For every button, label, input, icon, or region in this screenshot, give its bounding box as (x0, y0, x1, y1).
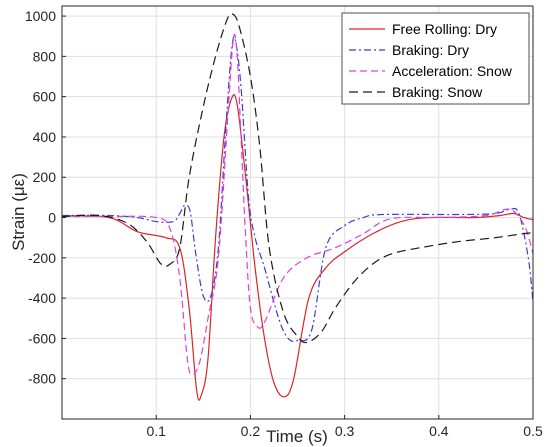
y-tick-label: -200 (28, 250, 56, 266)
legend-label-acceleration-snow: Acceleration: Snow (392, 63, 513, 79)
legend-label-braking-snow: Braking: Snow (392, 84, 483, 100)
plot-frame (61, 5, 534, 420)
series-line-braking-snow (62, 12, 533, 344)
y-tick-label: -600 (28, 330, 56, 346)
x-tick-label: 0.1 (146, 423, 166, 439)
series-line-acceleration-snow (62, 33, 533, 376)
y-tick-label: 200 (33, 169, 57, 185)
legend-box (341, 12, 530, 105)
x-axis-label: Time (s) (266, 427, 328, 446)
x-tick-label: 0.3 (335, 423, 355, 439)
legend-label-braking-dry: Braking: Dry (392, 42, 469, 58)
y-tick-label: 400 (33, 129, 57, 145)
series-layer (62, 12, 533, 401)
series-line-braking-dry (62, 36, 533, 342)
x-tick-label: 0.4 (429, 423, 449, 439)
x-tick-label: 0.5 (523, 423, 543, 439)
y-tick-label: -400 (28, 290, 56, 306)
y-tick-label: 0 (48, 210, 56, 226)
x-tick-label: 0.2 (241, 423, 261, 439)
y-tick-label: 1000 (25, 8, 56, 24)
y-tick-label: -800 (28, 371, 56, 387)
y-axis-label: Strain (με) (9, 173, 28, 251)
legend: Free Rolling: Dry Braking: Dry Acceleratio… (341, 12, 530, 105)
y-tick-label: 600 (33, 89, 57, 105)
legend-label-free-rolling-dry: Free Rolling: Dry (392, 21, 497, 37)
tick-layer: 0.1 0.2 0.3 0.4 0.5 -800 -600 -400 -200 0 200 400 60… (25, 8, 543, 439)
y-tick-label: 800 (33, 48, 57, 64)
